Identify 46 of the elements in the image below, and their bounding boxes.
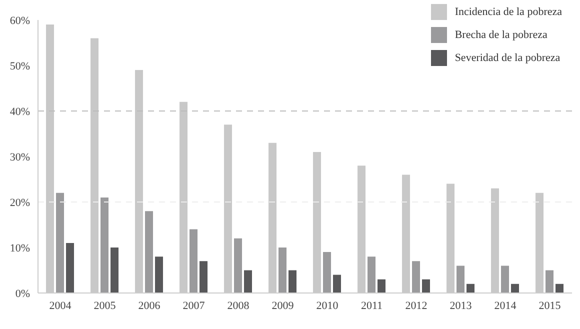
bar bbox=[145, 211, 154, 293]
bar bbox=[244, 270, 252, 293]
y-tick-label: 50% bbox=[10, 60, 30, 72]
bar bbox=[546, 270, 554, 293]
y-tick-label: 40% bbox=[10, 106, 30, 118]
legend-label: Incidencia de la pobreza bbox=[454, 6, 562, 18]
x-tick-label: 2008 bbox=[227, 300, 250, 312]
bar bbox=[511, 284, 520, 293]
x-tick-label: 2005 bbox=[94, 300, 116, 312]
bar bbox=[66, 242, 74, 293]
legend-label: Brecha de la pobreza bbox=[454, 29, 548, 41]
x-tick-label: 2015 bbox=[538, 300, 562, 312]
x-tick-label: 2006 bbox=[138, 300, 161, 312]
x-tick-label: 2013 bbox=[450, 300, 472, 312]
bar bbox=[556, 284, 564, 293]
legend-label: Severidad de la pobreza bbox=[454, 52, 560, 64]
bar bbox=[155, 256, 164, 293]
bar bbox=[110, 248, 119, 293]
bar bbox=[100, 197, 109, 293]
bar bbox=[278, 248, 287, 293]
y-tick-label: 30% bbox=[10, 151, 30, 164]
x-tick-label: 2004 bbox=[49, 300, 72, 312]
bar bbox=[422, 279, 430, 293]
x-tick-label: 2007 bbox=[182, 300, 206, 312]
x-tick-label: 2010 bbox=[316, 300, 339, 312]
x-tick-label: 2011 bbox=[360, 300, 383, 312]
bar bbox=[501, 266, 510, 293]
bar bbox=[190, 229, 198, 293]
bar bbox=[466, 284, 475, 293]
bar bbox=[333, 274, 342, 293]
y-tick-label: 0% bbox=[15, 288, 30, 300]
y-tick-label: 20% bbox=[10, 196, 30, 209]
y-tick-label: 10% bbox=[10, 242, 30, 254]
bar bbox=[368, 256, 376, 293]
bar bbox=[200, 261, 208, 293]
bar bbox=[378, 279, 386, 293]
bar bbox=[234, 238, 242, 293]
y-tick-label: 60% bbox=[10, 14, 30, 27]
x-tick-label: 2014 bbox=[494, 300, 517, 312]
bar bbox=[56, 192, 64, 293]
bar bbox=[288, 270, 297, 293]
bar bbox=[456, 266, 465, 293]
bar bbox=[412, 261, 420, 293]
x-tick-label: 2012 bbox=[405, 300, 428, 312]
bar bbox=[323, 252, 332, 293]
x-tick-label: 2009 bbox=[272, 300, 294, 312]
